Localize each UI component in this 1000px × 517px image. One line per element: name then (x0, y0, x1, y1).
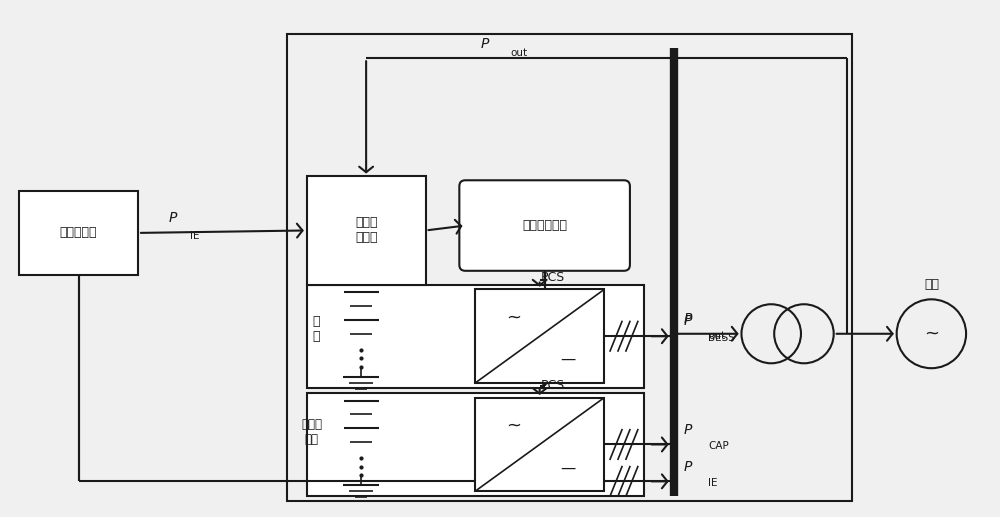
FancyBboxPatch shape (475, 398, 604, 491)
FancyBboxPatch shape (307, 284, 644, 388)
FancyBboxPatch shape (307, 176, 426, 284)
Text: ~: ~ (924, 325, 939, 343)
Text: ~: ~ (506, 417, 521, 435)
Text: IE: IE (190, 231, 199, 241)
Text: BESS: BESS (708, 333, 735, 343)
Text: ~: ~ (506, 309, 521, 327)
Text: $P$: $P$ (168, 211, 178, 225)
Text: 电
池: 电 池 (313, 315, 320, 343)
Text: $P$: $P$ (683, 314, 694, 328)
Text: 电网: 电网 (924, 278, 939, 291)
Text: —: — (560, 460, 576, 475)
Text: out: out (708, 331, 725, 341)
Text: $P$: $P$ (683, 460, 694, 474)
Text: IE: IE (708, 478, 718, 489)
Text: 间歇式电源: 间歇式电源 (60, 226, 97, 239)
Text: 平抑控制模块: 平抑控制模块 (522, 219, 567, 232)
FancyBboxPatch shape (307, 393, 644, 496)
Text: PCS: PCS (540, 379, 565, 392)
FancyBboxPatch shape (287, 34, 852, 501)
Text: 数据采
集模块: 数据采 集模块 (355, 217, 377, 245)
Text: $P$: $P$ (683, 423, 694, 437)
Text: $P$: $P$ (683, 312, 694, 326)
FancyBboxPatch shape (475, 290, 604, 383)
FancyBboxPatch shape (19, 191, 138, 275)
FancyBboxPatch shape (459, 180, 630, 271)
Text: —: — (560, 352, 576, 367)
Text: CAP: CAP (708, 442, 729, 451)
Text: $P$: $P$ (480, 37, 490, 51)
Text: 超级电
容器: 超级电 容器 (301, 418, 322, 446)
Text: PCS: PCS (540, 271, 565, 284)
Text: out: out (510, 49, 527, 58)
